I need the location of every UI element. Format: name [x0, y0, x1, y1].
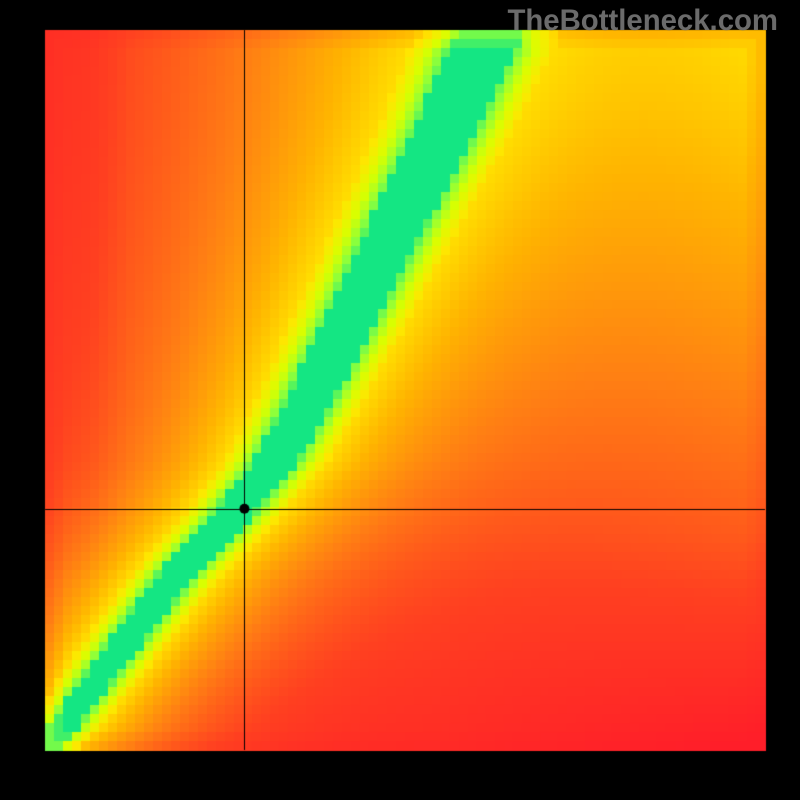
crosshair-overlay — [0, 0, 800, 800]
watermark-text: TheBottleneck.com — [507, 4, 778, 38]
chart-container: { "watermark": { "text": "TheBottleneck.… — [0, 0, 800, 800]
